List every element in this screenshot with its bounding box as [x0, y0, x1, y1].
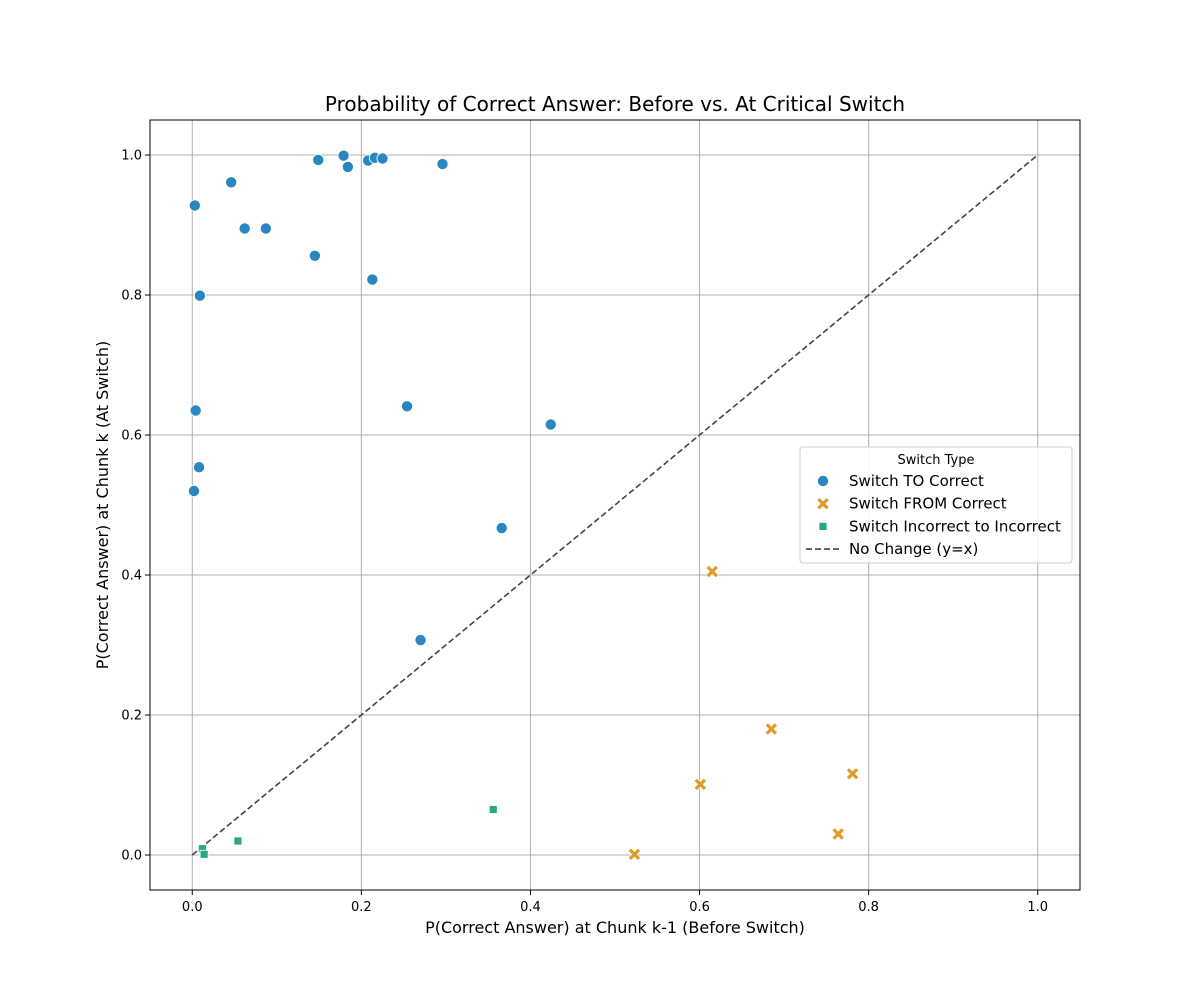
y-axis-ticks: 0.0 0.2 0.4 0.6 0.8 1.0	[121, 149, 150, 864]
plot-frame	[149, 119, 1081, 891]
legend-marker	[817, 474, 830, 487]
data-point	[189, 404, 202, 417]
data-point	[401, 400, 414, 413]
x-tick-label: 0.0	[182, 900, 203, 915]
legend-label: Switch Incorrect to Incorrect	[849, 517, 1061, 535]
data-point	[238, 222, 251, 235]
y-axis-label: P(Correct Answer) at Chunk k (At Switch)	[93, 341, 112, 670]
data-point	[831, 827, 845, 841]
legend-marker	[818, 522, 828, 531]
legend-label: Switch FROM Correct	[849, 495, 1007, 513]
legend-marker	[816, 497, 830, 510]
y-tick-label: 0.2	[121, 709, 142, 724]
legend: Switch Type Switch TO Correct Switch FROM…	[799, 446, 1073, 564]
x-tick-label: 0.8	[858, 900, 879, 915]
data-point	[765, 722, 778, 736]
data-point	[436, 158, 449, 171]
data-point	[846, 767, 859, 781]
y-tick-label: 0.4	[121, 569, 142, 584]
series-1	[628, 565, 859, 861]
data-point	[312, 153, 325, 166]
data-point	[187, 484, 200, 497]
data-point	[193, 289, 206, 302]
legend-title: Switch Type	[898, 453, 975, 468]
chart-title: Probability of Correct Answer: Before vs…	[325, 92, 905, 116]
data-point	[694, 778, 707, 791]
x-axis-label: P(Correct Answer) at Chunk k-1 (Before S…	[425, 918, 805, 937]
x-tick-label: 0.6	[689, 900, 710, 915]
legend-label: Switch TO Correct	[849, 472, 984, 490]
data-points	[187, 149, 859, 861]
data-point	[337, 149, 350, 162]
data-point	[188, 199, 201, 212]
data-point	[225, 176, 238, 189]
legend-box	[799, 446, 1073, 564]
y-tick-label: 0.8	[121, 289, 142, 304]
data-point	[628, 848, 641, 861]
data-point	[233, 836, 243, 846]
data-point	[308, 249, 321, 262]
x-axis-ticks: 0.0 0.2 0.4 0.6 0.8 1.0	[182, 890, 1048, 915]
legend-label: No Change (y=x)	[849, 540, 978, 558]
x-tick-label: 0.4	[520, 900, 541, 915]
data-point	[495, 522, 508, 535]
data-point	[199, 849, 209, 859]
y-tick-label: 0.0	[121, 849, 142, 864]
data-point	[193, 461, 206, 474]
legend-items: Switch TO Correct Switch FROM Correct Swit…	[806, 472, 1061, 558]
data-point	[376, 152, 389, 165]
x-tick-label: 0.2	[351, 900, 372, 915]
data-point	[341, 160, 354, 173]
reference-line-layer	[191, 154, 1039, 856]
data-point	[544, 418, 557, 431]
data-point	[414, 634, 427, 647]
data-point	[259, 222, 272, 235]
data-point	[488, 805, 498, 814]
series-2	[198, 805, 498, 859]
x-tick-label: 1.0	[1027, 900, 1048, 915]
data-point	[705, 565, 719, 578]
y-tick-label: 1.0	[121, 149, 142, 164]
data-point	[366, 273, 379, 286]
reference-line-no-change	[191, 154, 1039, 856]
y-tick-label: 0.6	[121, 429, 142, 444]
series-0	[187, 149, 557, 647]
